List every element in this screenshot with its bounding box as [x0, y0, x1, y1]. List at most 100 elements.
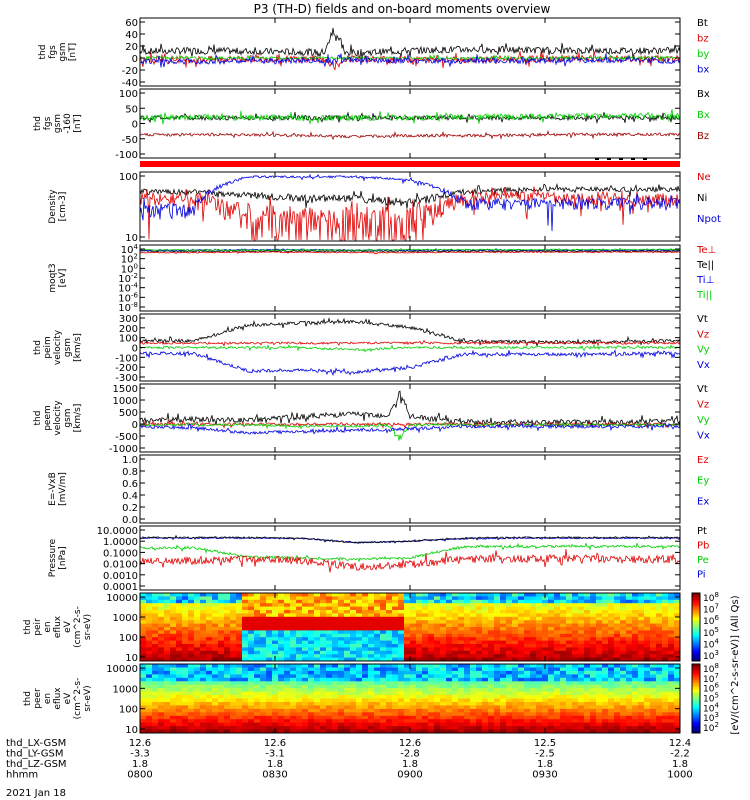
series-line-blue [139, 173, 681, 232]
legend-entry: Pi [697, 570, 706, 581]
colorbar-tick-label: 105 [703, 626, 719, 639]
y-tick-label: 100 [121, 262, 138, 275]
colorbar-tick-label: 106 [703, 614, 719, 627]
legend-entry: Vt [697, 314, 708, 325]
orbit-value: 12.6 [399, 738, 421, 749]
legend-entry: Ez [697, 455, 709, 466]
y-tick-label: 0.0001 [103, 582, 138, 593]
y-tick-label: -100 [115, 150, 138, 161]
panel-ylabel: velocity [53, 400, 63, 436]
y-tick-label: 10 [125, 233, 138, 244]
panel-ylabel: sr-eV) [83, 614, 93, 640]
colorbar-tick-label: 102 [703, 721, 719, 734]
y-tick-label: -20 [122, 66, 138, 77]
series-line-red [139, 186, 681, 241]
y-tick-label: -100 [115, 353, 138, 364]
panel-ylabel: (cm^2-s- [73, 606, 83, 648]
panel-pressure: Pressure [nPa]10.00001.00000.10000.01000.… [48, 525, 709, 593]
legend-entry: Ni [697, 193, 707, 204]
panel-ylabel: (cm^2-s- [73, 678, 83, 720]
y-tick-label: 200 [119, 324, 138, 335]
series-line-blue [139, 421, 681, 436]
colorbar-tick-label: 105 [703, 692, 719, 705]
y-tick-label: 0 [132, 420, 138, 431]
panel-ylabel: thd [38, 45, 48, 60]
panel-ylabel: [nT] [73, 114, 83, 132]
legend-entry: Bx [697, 89, 710, 100]
legend-entry: Te⊥ [696, 245, 716, 256]
legend-entry: Npot [697, 214, 721, 225]
y-tick-label: 0.0010 [103, 571, 138, 582]
panel-ylabel: gsm [58, 42, 68, 61]
series-line-red [139, 250, 681, 255]
series-line-red [139, 50, 681, 71]
legend-entry: Vz [697, 329, 709, 340]
orbit-value: 12.6 [264, 738, 286, 749]
panel-ylabel: thd [23, 691, 33, 706]
colorbar-tick-label: 104 [703, 637, 719, 650]
series-line-blue [139, 348, 681, 377]
plot-title: P3 (TH-D) fields and on-board moments ov… [254, 2, 551, 16]
panel-ylabel: sr-eV) [83, 685, 93, 711]
colorbar-tick-label: 104 [703, 701, 719, 714]
y-tick-label: 104 [121, 243, 139, 256]
panel-ylabel: eflux [53, 615, 63, 638]
orbit-row-label: thd_LZ-GSM [6, 759, 67, 770]
orbit-value: 1.8 [132, 759, 148, 770]
legend-entry: Ey [697, 476, 709, 487]
panel-ylabel: Pressure [48, 538, 58, 577]
legend-entry: Vx [697, 431, 710, 442]
orbit-value: 1.8 [402, 759, 418, 770]
orbit-row-label: thd_LX-GSM [6, 738, 66, 749]
legend-entry: Vz [697, 400, 709, 411]
orbit-value: -3.1 [265, 749, 285, 760]
panel-ylabel: thd [33, 116, 43, 131]
orbit-value: -2.5 [535, 749, 555, 760]
panel-ion-spectrogram: thd peir en eflux eV (cm^2-s-sr-eV)1081071061… [23, 591, 719, 664]
panel-ylabel: [eV] [58, 269, 68, 288]
y-tick-label: 10-8 [118, 301, 138, 314]
legend-entry: bz [697, 34, 709, 45]
y-tick-label: 1.0000 [103, 537, 138, 548]
orbit-row-label: hhmm [6, 770, 38, 781]
legend-entry: Ti⊥ [696, 275, 714, 286]
orbit-value: 1.8 [537, 759, 553, 770]
y-tick-label: 1500 [113, 384, 138, 395]
y-tick-label: 100 [119, 705, 138, 716]
legend-entry: Pt [697, 526, 707, 537]
series-line-black [139, 111, 681, 125]
orbit-value: 12.5 [534, 738, 556, 749]
panel-ylabel: peir [33, 618, 43, 636]
panel-density: Density [cm-3] 100 10 Ne Ni Npot [48, 171, 721, 244]
panel-ylabel: eV [63, 620, 73, 633]
heatmap-cells [140, 664, 681, 734]
y-tick-label: 100 [119, 172, 138, 183]
panel-ylabel: [mV/m] [58, 472, 68, 506]
y-tick-label: 0.0100 [103, 560, 138, 571]
series-line-darkred [139, 129, 681, 141]
y-tick-label: 0.6 [122, 479, 138, 490]
panel-ylabel: gsm [53, 114, 63, 133]
y-tick-label: 1.0 [122, 455, 138, 466]
y-tick-label: -40 [122, 78, 138, 89]
y-tick-label: 100 [119, 633, 138, 644]
panel-ylabel: Density [48, 189, 58, 224]
y-tick-label: 20 [125, 42, 138, 53]
date-label: 2021 Jan 18 [6, 788, 66, 799]
orbit-value: 1000 [667, 770, 692, 781]
orbit-value: 12.4 [669, 738, 691, 749]
panel-ylabel: en [43, 621, 53, 632]
orbit-table: thd_LX-GSM 12.6 12.6 12.6 12.5 12.4 thd_LY-GSM… [6, 738, 693, 781]
panel-ylabel: peem [43, 405, 53, 431]
panel-ylabel: [km/s] [73, 404, 83, 433]
colorbar-tick-label: 108 [703, 591, 719, 604]
orbit-value: 1.8 [267, 759, 283, 770]
y-tick-label: 100 [119, 334, 138, 345]
y-tick-label: 0.8 [122, 467, 138, 478]
